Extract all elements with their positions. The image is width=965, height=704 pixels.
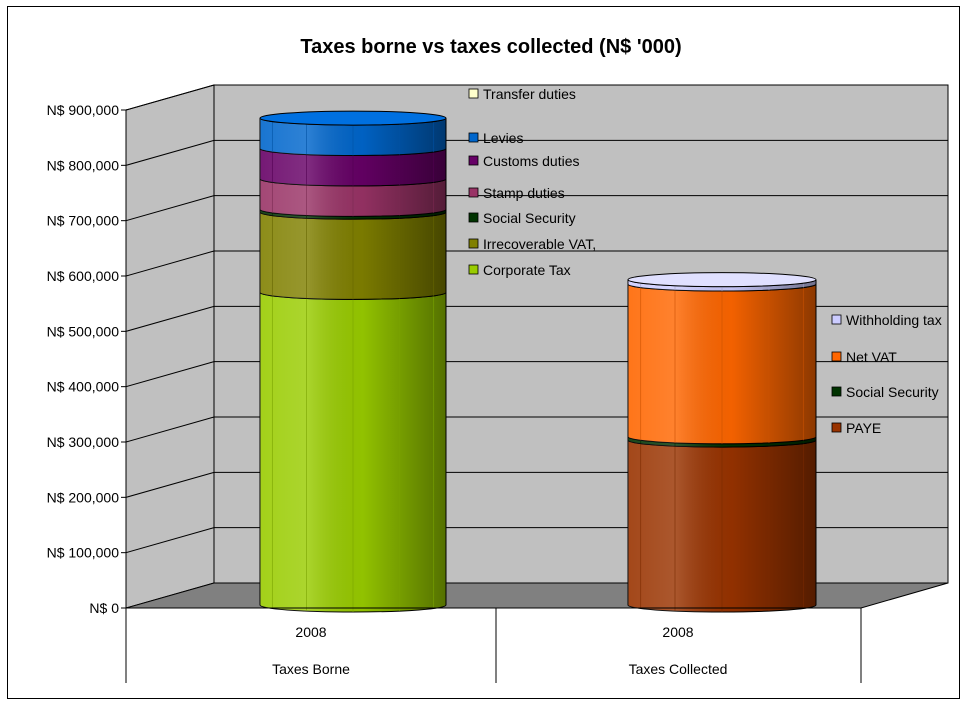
gridline-side xyxy=(125,139,215,166)
y-tick-label: N$ 700,000 xyxy=(47,213,120,229)
y-tick-label: N$ 400,000 xyxy=(47,379,120,395)
legend-label: PAYE xyxy=(846,420,881,436)
y-tick-label: N$ 0 xyxy=(89,600,119,616)
chart-title: Taxes borne vs taxes collected (N$ '000) xyxy=(300,36,681,58)
legend-label: Transfer duties xyxy=(483,86,576,102)
bar-stack-0 xyxy=(259,110,447,613)
y-tick-label: N$ 200,000 xyxy=(47,489,120,505)
legend-swatch xyxy=(468,264,479,275)
bar-segment xyxy=(259,178,447,217)
legend-swatch xyxy=(831,386,842,397)
gridline-side xyxy=(125,471,215,498)
legend-label: Social Security xyxy=(483,210,576,226)
legend-label: Irrecoverable VAT, xyxy=(483,236,596,252)
legend-item: Social Security xyxy=(831,384,939,400)
legend-label: Corporate Tax xyxy=(483,262,571,278)
legend-item: Social Security xyxy=(468,210,576,226)
x-axis: 2008 Taxes Borne 2008 Taxes Collected xyxy=(125,607,862,683)
gridline-side xyxy=(125,195,215,222)
legend-label: Levies xyxy=(483,130,523,146)
legend-swatch xyxy=(468,132,479,143)
legend-item: Irrecoverable VAT, xyxy=(468,236,596,252)
legend-item: Withholding tax xyxy=(831,312,942,328)
y-tick-label: N$ 600,000 xyxy=(47,268,120,284)
legend-label: Customs duties xyxy=(483,153,579,169)
gridline-side xyxy=(125,305,215,332)
y-tick-label: N$ 900,000 xyxy=(47,102,120,118)
stacked-cylinder-chart: Taxes borne vs taxes collected (N$ '000)… xyxy=(47,36,949,683)
y-tick-label: N$ 300,000 xyxy=(47,434,120,450)
legend-swatch xyxy=(831,314,842,325)
gridline-side xyxy=(125,361,215,388)
legend-swatch xyxy=(468,88,479,99)
legend-item: Corporate Tax xyxy=(468,262,571,278)
bar-top-cap xyxy=(627,272,817,288)
chart-frame: Taxes borne vs taxes collected (N$ '000)… xyxy=(7,6,960,699)
legend-swatch xyxy=(831,422,842,433)
legend-swatch xyxy=(468,212,479,223)
legend-label: Net VAT xyxy=(846,349,897,365)
legend-label: Social Security xyxy=(846,384,939,400)
legend-label: Withholding tax xyxy=(846,312,942,328)
y-tick-label: N$ 500,000 xyxy=(47,323,120,339)
legend-item: Customs duties xyxy=(468,153,579,169)
bar-segment xyxy=(259,148,447,187)
gridline-side xyxy=(125,84,215,111)
bar-segment xyxy=(259,211,447,300)
chart-legends: Transfer duties Levies Customs duties Stamp… xyxy=(468,86,942,436)
bar-segment xyxy=(259,292,447,613)
legend-label: Stamp duties xyxy=(483,185,565,201)
legend-item: Net VAT xyxy=(831,349,897,365)
x-category-year: 2008 xyxy=(295,624,326,640)
legend-item: Transfer duties xyxy=(468,86,576,102)
gridline-side xyxy=(125,416,215,443)
bar-segment xyxy=(627,439,817,613)
y-tick-label: N$ 100,000 xyxy=(47,545,120,561)
x-category-group: Taxes Borne xyxy=(272,661,350,677)
side-wall xyxy=(125,84,215,609)
chart-bars xyxy=(259,110,817,613)
bar-top-cap xyxy=(259,110,447,126)
legend-swatch xyxy=(468,187,479,198)
legend-swatch xyxy=(468,238,479,249)
gridline-side xyxy=(125,250,215,277)
legend-item: PAYE xyxy=(831,420,881,436)
bar-stack-1 xyxy=(627,272,817,613)
bar-segment xyxy=(627,283,817,445)
legend-swatch xyxy=(831,351,842,362)
x-category-group: Taxes Collected xyxy=(629,661,728,677)
legend-item: Levies xyxy=(468,130,523,146)
y-axis: N$ 0 N$ 100,000 N$ 200,000 N$ 300,000 N$ 400… xyxy=(47,102,127,616)
gridline-side xyxy=(125,527,215,554)
x-category-year: 2008 xyxy=(662,624,693,640)
legend-swatch xyxy=(468,155,479,166)
floor xyxy=(125,582,949,609)
y-tick-label: N$ 800,000 xyxy=(47,157,120,173)
legend-item: Stamp duties xyxy=(468,185,565,201)
